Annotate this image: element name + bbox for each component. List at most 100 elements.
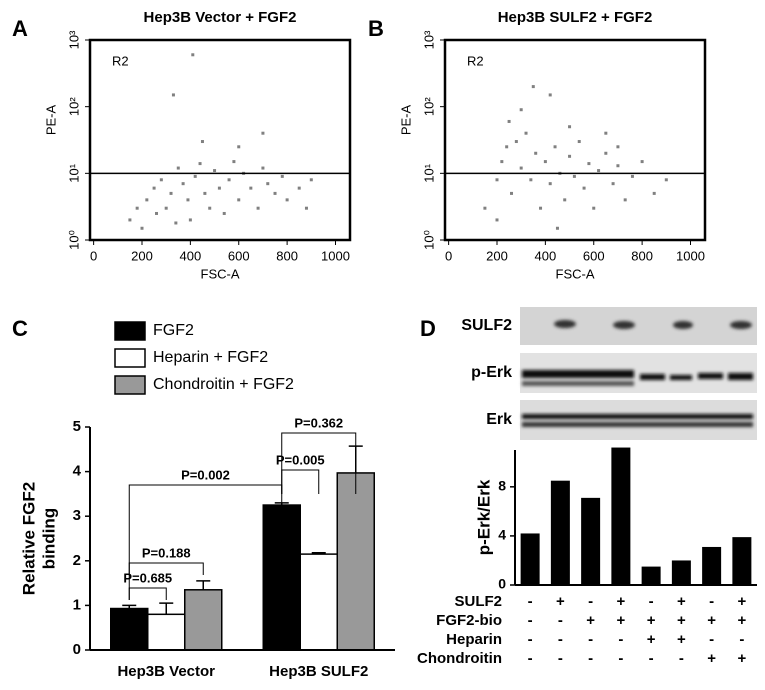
point xyxy=(514,140,518,144)
panel-label: C xyxy=(12,316,28,341)
error-bar xyxy=(159,602,174,615)
point xyxy=(145,198,149,202)
x-axis-label: FSC-A xyxy=(556,266,595,281)
point xyxy=(563,198,567,202)
condition-sign: - xyxy=(558,631,563,648)
bar xyxy=(520,533,540,585)
point xyxy=(200,140,204,144)
point xyxy=(237,145,241,149)
point xyxy=(273,191,277,195)
y-tick-label: 2 xyxy=(73,552,81,569)
point xyxy=(519,108,523,112)
y-axis-label: binding xyxy=(39,508,58,569)
bar xyxy=(581,497,601,585)
point xyxy=(604,131,608,135)
condition-sign: - xyxy=(528,612,533,629)
point xyxy=(285,198,289,202)
legend-swatch xyxy=(114,348,146,368)
y-tick-label: 3 xyxy=(73,507,81,524)
point xyxy=(237,198,241,202)
point xyxy=(597,169,601,173)
bar xyxy=(336,472,375,651)
point xyxy=(222,211,226,215)
point xyxy=(529,178,533,182)
point xyxy=(217,186,221,190)
point xyxy=(534,151,538,155)
bar xyxy=(671,560,691,585)
bar xyxy=(110,607,149,651)
point xyxy=(519,166,523,170)
condition-sign: + xyxy=(556,593,565,610)
bar xyxy=(702,546,722,585)
condition-sign: - xyxy=(618,631,623,648)
condition-sign: + xyxy=(677,612,686,629)
point xyxy=(261,131,265,135)
point xyxy=(280,174,284,178)
bar xyxy=(550,480,570,585)
y-tick-label: 10¹ xyxy=(421,163,436,182)
point xyxy=(140,226,144,230)
point xyxy=(616,164,620,168)
condition-sign: - xyxy=(588,593,593,610)
point xyxy=(203,191,207,195)
y-tick-label: 10⁰ xyxy=(421,230,436,250)
condition-sign: - xyxy=(558,612,563,629)
y-tick-label: 5 xyxy=(73,418,81,435)
plot-frame xyxy=(88,38,352,242)
x-tick-label: 600 xyxy=(228,248,250,263)
point xyxy=(543,160,547,164)
point xyxy=(176,166,180,170)
condition-sign: - xyxy=(649,593,654,610)
chart-title: Hep3B Vector + FGF2 xyxy=(144,9,297,26)
point xyxy=(309,178,313,182)
condition-label: Chondroitin xyxy=(417,650,502,667)
legend-label: FGF2 xyxy=(153,322,194,339)
bar xyxy=(299,553,338,651)
x-tick-label: 1000 xyxy=(321,248,350,263)
point xyxy=(495,218,499,222)
x-tick-label: Hep3B Vector xyxy=(117,663,215,680)
x-tick-label: 800 xyxy=(276,248,298,263)
condition-label: Heparin xyxy=(446,631,502,648)
significance-bracket xyxy=(128,484,283,600)
condition-label: FGF2-bio xyxy=(436,612,502,629)
point xyxy=(507,119,511,123)
x-axis-label: FSC-A xyxy=(201,266,240,281)
point xyxy=(152,186,156,190)
point xyxy=(539,206,543,210)
condition-sign: - xyxy=(528,631,533,648)
plot-frame xyxy=(443,38,707,242)
condition-sign: + xyxy=(586,612,595,629)
point xyxy=(524,131,528,135)
gate-label: R2 xyxy=(467,53,484,68)
blot-band xyxy=(522,414,753,419)
blot-band xyxy=(522,381,634,386)
condition-sign: - xyxy=(588,650,593,667)
blot-band xyxy=(522,370,634,378)
y-axis-label: PE-A xyxy=(398,105,413,136)
condition-sign: + xyxy=(737,593,746,610)
condition-sign: + xyxy=(616,593,625,610)
blot-band xyxy=(522,422,753,427)
point xyxy=(266,182,270,186)
x-tick-label: 0 xyxy=(90,248,97,263)
y-tick-label: 10¹ xyxy=(66,163,81,182)
bar xyxy=(641,566,661,585)
point xyxy=(587,162,591,166)
point xyxy=(577,140,581,144)
condition-sign: + xyxy=(647,612,656,629)
point xyxy=(188,218,192,222)
point xyxy=(510,191,514,195)
point xyxy=(630,174,634,178)
point xyxy=(174,221,178,225)
x-tick-label: 0 xyxy=(445,248,452,263)
point xyxy=(664,178,668,182)
condition-sign: - xyxy=(679,650,684,667)
panel-label: A xyxy=(12,16,28,41)
point xyxy=(181,182,185,186)
p-value: P=0.685 xyxy=(123,570,172,585)
blot-label: SULF2 xyxy=(461,317,512,334)
condition-sign: + xyxy=(677,631,686,648)
point xyxy=(604,151,608,155)
point xyxy=(531,85,535,89)
